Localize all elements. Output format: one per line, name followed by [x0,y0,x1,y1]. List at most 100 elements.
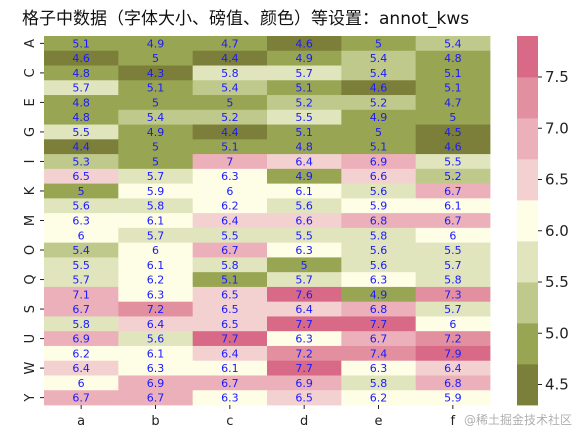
heatmap-cell [267,168,342,184]
heatmap-cell [118,272,194,288]
cell-annotation: 6.3 [221,170,239,183]
cell-annotation: 6.7 [221,377,239,390]
cell-annotation: 4.9 [370,288,388,301]
heatmap-cell [415,139,491,155]
cell-annotation: 6.2 [370,392,388,405]
cell-annotation: 7.3 [444,288,462,301]
cell-annotation: 6.7 [221,244,239,257]
heatmap-cell [341,168,417,184]
heatmap-cell [415,80,491,96]
cell-annotation: 6.3 [147,362,165,375]
cell-annotation: 7.7 [295,362,313,375]
heatmap-cell [341,272,417,288]
y-tick-label: Q [23,274,38,284]
heatmap-cell [44,65,119,81]
cell-annotation: 6.3 [370,274,388,287]
cell-annotation: 5.8 [370,377,388,390]
cell-annotation: 5.7 [72,274,90,287]
cell-annotation: 5.1 [295,82,313,95]
cell-annotation: 4.6 [444,141,462,154]
cell-annotation: 6.3 [295,244,313,257]
cell-annotation: 6.2 [221,200,239,213]
cell-annotation: 5.4 [147,111,165,124]
heatmap-cell [267,316,342,332]
cell-annotation: 5.6 [295,200,313,213]
cell-annotation: 7.7 [295,318,313,331]
colorbar-segment [517,118,538,160]
cell-annotation: 4.8 [295,141,313,154]
cell-annotation: 6.8 [370,215,388,228]
cell-annotation: 6.4 [72,362,90,375]
heatmap-cell [267,375,342,391]
heatmap-cell [118,286,194,303]
colorbar-tick-label: 7.0 [545,119,569,137]
heatmap-cell [118,139,194,155]
cell-annotation: 6.9 [147,377,165,390]
cell-annotation: 5.8 [72,318,90,331]
heatmap-cell [341,36,417,52]
cell-annotation: 5 [152,52,159,65]
cell-annotation: 6.3 [221,392,239,405]
heatmap-cell [267,139,342,155]
cell-annotation: 5.6 [72,200,90,213]
cell-annotation: 4.6 [295,37,313,50]
cell-annotation: 6.3 [295,333,313,346]
heatmap-cell [44,95,119,111]
cell-annotation: 6 [449,318,456,331]
heatmap-cell [44,80,119,96]
cell-annotation: 4.7 [444,96,462,109]
colorbar-segment [517,159,538,201]
cell-annotation: 6.1 [295,185,313,198]
cell-annotation: 5 [449,111,456,124]
heatmap-cell [44,242,119,258]
heatmap-cell [267,301,342,317]
heatmap-cell [341,301,417,317]
cell-annotation: 4.9 [370,111,388,124]
heatmap-cell [192,50,268,66]
heatmap-cell [415,65,491,81]
heatmap-cell [267,95,342,111]
cell-annotation: 5.2 [295,96,313,109]
y-tick-label: G [23,127,38,137]
heatmap-cell [192,272,268,288]
colorbar-segment [517,323,538,365]
y-tick-label: S [23,305,38,313]
heatmap-cell [192,198,268,214]
cell-annotation: 5.9 [370,200,388,213]
y-tick-label: A [23,39,38,48]
cell-annotation: 5 [375,37,382,50]
heatmap-cell [341,331,417,347]
heatmap-cell [341,139,417,155]
cell-annotation: 6.3 [147,288,165,301]
cell-annotation: 5.6 [370,259,388,272]
cell-annotation: 7.7 [370,318,388,331]
heatmap-cell [267,242,342,258]
cell-annotation: 5.1 [221,274,239,287]
cell-annotation: 6.7 [444,215,462,228]
cell-annotation: 6 [226,185,233,198]
cell-annotation: 5.2 [444,170,462,183]
cell-annotation: 5.2 [370,96,388,109]
cell-annotation: 6.7 [72,392,90,405]
heatmap-cell [415,301,491,317]
heatmap-cell [44,36,119,52]
heatmap-cell [118,183,194,199]
heatmap-cell [192,227,268,244]
cell-annotation: 6.7 [72,303,90,316]
cell-annotation: 4.3 [147,67,165,80]
cell-annotation: 5 [375,126,382,139]
cell-annotation: 5.1 [72,37,90,50]
heatmap-cell [118,65,194,81]
heatmap-cell [118,154,194,170]
cell-annotation: 4.8 [72,96,90,109]
heatmap-cell [341,109,417,125]
heatmap-cell [118,124,194,140]
colorbar-segment [517,364,538,406]
cell-annotation: 7.6 [295,288,313,301]
heatmap-cell [192,331,268,347]
cell-annotation: 7.2 [147,303,165,316]
heatmap-cell [44,139,119,155]
heatmap-cell [415,360,491,376]
cell-annotation: 5.3 [72,155,90,168]
heatmap-cell [267,213,342,229]
